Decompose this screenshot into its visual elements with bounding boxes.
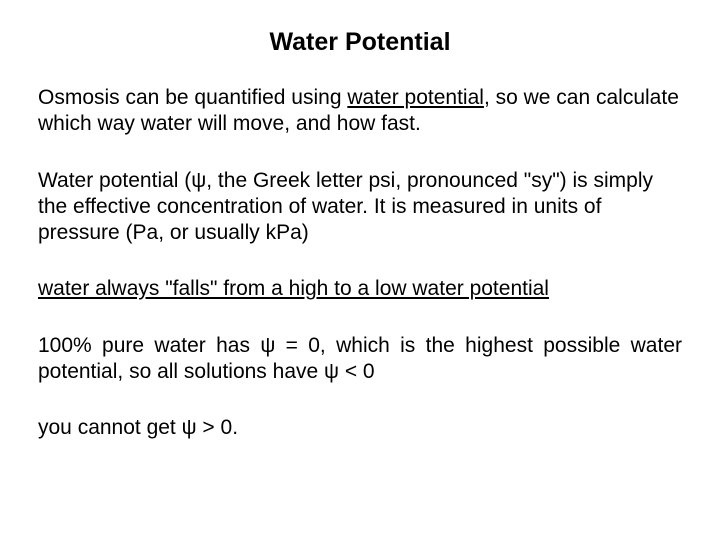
- paragraph-limit: you cannot get ψ > 0.: [38, 415, 682, 441]
- paragraph-rule: water always "falls" from a high to a lo…: [38, 276, 682, 302]
- text-underlined-term: water potential: [347, 86, 484, 109]
- page-title: Water Potential: [38, 28, 682, 57]
- slide-container: Water Potential Osmosis can be quantifie…: [0, 0, 720, 540]
- paragraph-definition: Water potential (ψ, the Greek letter psi…: [38, 168, 682, 247]
- paragraph-osmosis: Osmosis can be quantified using water po…: [38, 85, 682, 138]
- paragraph-pure-water: 100% pure water has ψ = 0, which is the …: [38, 333, 682, 386]
- text-segment: Osmosis can be quantified using: [38, 86, 347, 109]
